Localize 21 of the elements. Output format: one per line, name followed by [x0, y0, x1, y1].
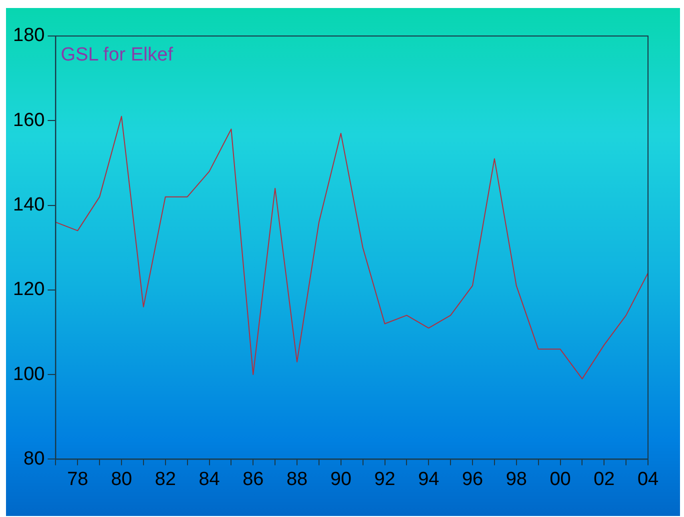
x-tick-label: 80	[110, 468, 132, 490]
x-tick-label: 90	[330, 468, 352, 490]
x-tick-label: 84	[198, 468, 220, 490]
x-tick-label: 98	[506, 468, 527, 490]
x-tick-label: 86	[242, 468, 264, 490]
x-tick-label: 00	[550, 468, 571, 490]
x-tick-label: 88	[286, 468, 308, 490]
x-tick-label: 96	[462, 468, 484, 490]
x-tick-label: 78	[67, 468, 88, 490]
x-tick-label: 92	[374, 468, 396, 490]
y-tick-label: 160	[13, 110, 45, 131]
y-tick-label: 120	[13, 279, 45, 300]
text: GSL for Elkef	[60, 44, 174, 66]
x-tick-label: 82	[154, 468, 176, 490]
x-tick-label: 04	[637, 468, 659, 490]
y-tick-label: 100	[13, 364, 45, 385]
x-tick-label: 94	[418, 468, 440, 490]
y-tick-label: 180	[13, 25, 45, 46]
y-tick-label: 140	[13, 194, 45, 216]
x-tick-label: 02	[594, 468, 615, 490]
y-tick-label: 80	[24, 448, 45, 470]
